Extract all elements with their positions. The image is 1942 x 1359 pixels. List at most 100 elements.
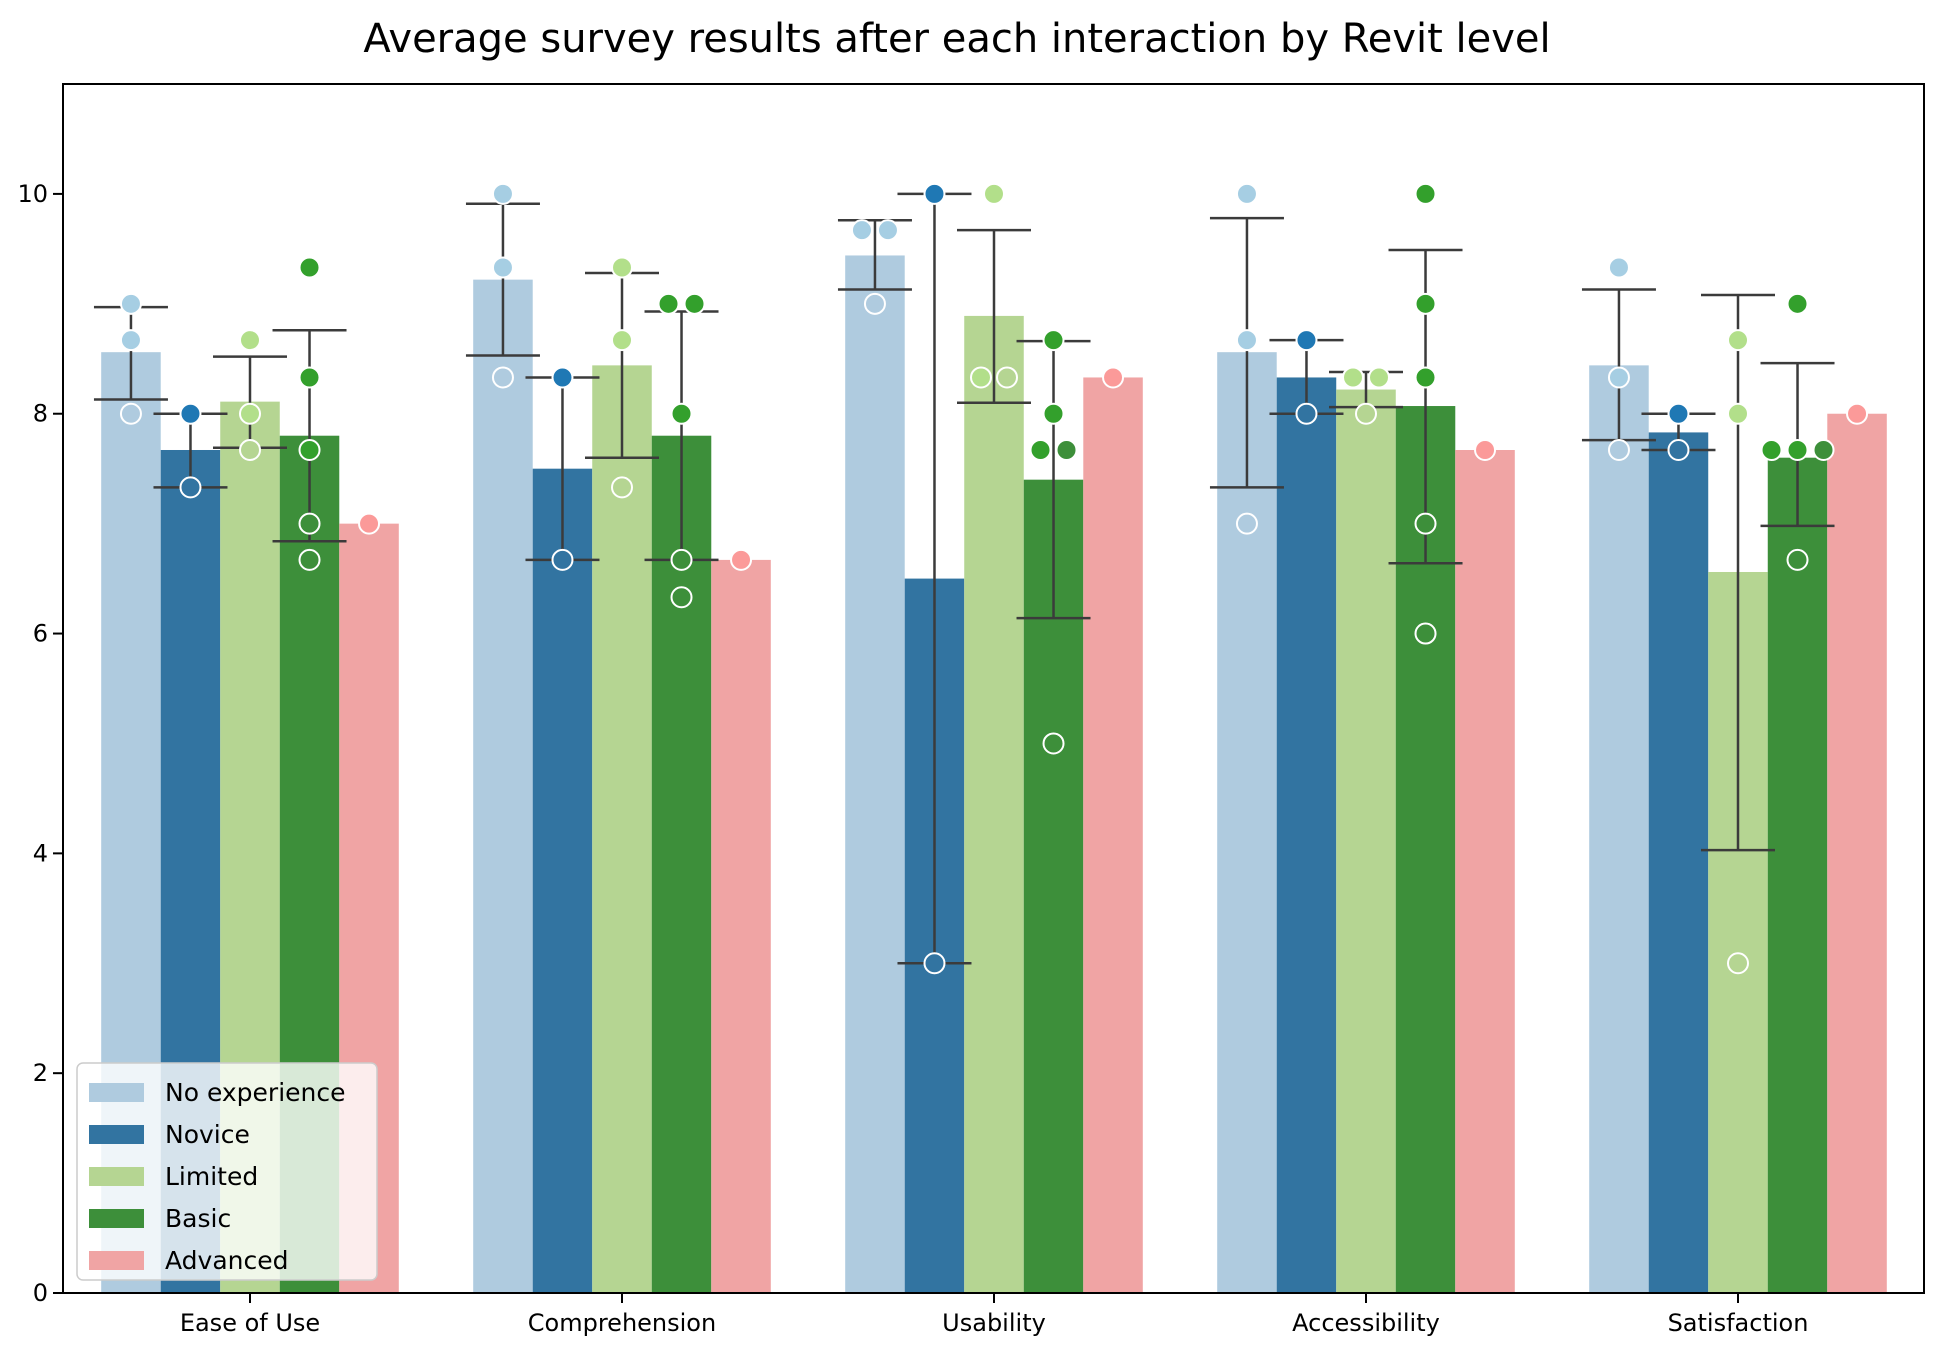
point-0-0-2 — [119, 402, 142, 425]
y-tick-label-4: 8 — [33, 400, 48, 428]
point-3-1-1 — [683, 292, 706, 315]
bar-0-3 — [1217, 352, 1277, 1293]
legend-label-2: Limited — [165, 1162, 258, 1191]
point-2-0-2 — [239, 438, 261, 461]
bar-1-3 — [1276, 377, 1337, 1293]
bar-0-1 — [473, 279, 533, 1293]
point-0-0-1 — [119, 329, 142, 352]
point-3-0-1 — [298, 366, 321, 389]
bar-3-1 — [651, 435, 712, 1293]
y-tick-label-5: 10 — [17, 180, 48, 208]
point-3-1-0 — [657, 292, 680, 315]
point-3-1-4 — [670, 586, 693, 609]
point-3-3-0 — [1414, 182, 1437, 205]
point-0-2-0 — [850, 219, 873, 242]
point-1-4-1 — [1667, 438, 1690, 461]
point-3-2-0 — [1042, 329, 1065, 352]
point-0-3-1 — [1235, 329, 1258, 352]
legend-swatch-1 — [89, 1125, 144, 1144]
x-tick-label-3: Accessibility — [1292, 1309, 1440, 1337]
point-3-2-3 — [1055, 438, 1078, 461]
point-4-2-0 — [1102, 366, 1125, 389]
point-1-1-0 — [551, 366, 574, 389]
point-4-4-0 — [1846, 402, 1869, 425]
point-2-4-0 — [1727, 329, 1749, 352]
point-1-2-1 — [923, 952, 946, 975]
bar-0-2 — [845, 255, 905, 1294]
point-0-3-0 — [1235, 182, 1258, 205]
legend-label-3: Basic — [165, 1204, 231, 1233]
legend-swatch-2 — [89, 1167, 144, 1186]
bar-2-3 — [1336, 389, 1396, 1294]
bar-0-4 — [1589, 365, 1649, 1293]
point-3-3-1 — [1414, 292, 1437, 315]
point-1-3-0 — [1295, 329, 1318, 352]
point-3-2-4 — [1042, 732, 1065, 755]
point-3-4-2 — [1786, 438, 1809, 461]
x-tick-label-0: Ease of Use — [180, 1309, 320, 1337]
point-3-2-2 — [1029, 438, 1052, 461]
point-1-2-0 — [923, 182, 946, 205]
legend-label-0: No experience — [165, 1078, 346, 1107]
point-0-2-2 — [863, 292, 886, 315]
point-3-2-1 — [1042, 402, 1065, 425]
point-2-4-2 — [1727, 952, 1749, 975]
point-2-1-2 — [611, 476, 633, 499]
point-0-4-0 — [1607, 256, 1630, 279]
point-0-4-2 — [1607, 438, 1630, 461]
legend-swatch-3 — [89, 1209, 144, 1228]
point-2-2-2 — [996, 366, 1018, 389]
point-2-3-2 — [1355, 402, 1377, 425]
point-3-1-2 — [670, 402, 693, 425]
point-3-0-0 — [298, 256, 321, 279]
point-3-0-2 — [298, 438, 321, 461]
point-3-4-1 — [1760, 438, 1783, 461]
bar-1-1 — [532, 468, 593, 1293]
point-0-0-0 — [119, 292, 142, 315]
point-3-4-3 — [1812, 438, 1835, 461]
x-tick-label-4: Satisfaction — [1668, 1309, 1809, 1337]
point-2-0-1 — [239, 402, 261, 425]
y-tick-label-3: 6 — [33, 620, 48, 648]
point-2-1-0 — [611, 256, 633, 279]
point-3-1-3 — [670, 548, 693, 571]
point-3-4-4 — [1786, 548, 1809, 571]
point-3-3-4 — [1414, 622, 1437, 645]
point-2-2-0 — [983, 182, 1005, 205]
point-0-1-2 — [491, 366, 514, 389]
point-1-4-0 — [1667, 402, 1690, 425]
point-1-0-0 — [179, 402, 202, 425]
bar-2-1 — [592, 365, 652, 1293]
bar-4-3 — [1455, 449, 1515, 1293]
legend-swatch-4 — [89, 1251, 144, 1270]
point-0-4-1 — [1607, 366, 1630, 389]
bar-2-2 — [964, 315, 1024, 1293]
point-4-3-0 — [1474, 438, 1497, 461]
point-3-4-0 — [1786, 292, 1809, 315]
point-3-3-2 — [1414, 366, 1437, 389]
bar-4-1 — [711, 559, 771, 1293]
legend-box — [76, 1062, 378, 1281]
point-2-2-1 — [970, 366, 992, 389]
point-0-1-0 — [491, 182, 514, 205]
legend: No experience Novice Limited Basic Advanced — [76, 1062, 378, 1281]
bar-1-4 — [1648, 432, 1709, 1293]
chart-title: Average survey results after each intera… — [363, 16, 1550, 62]
x-tick-label-2: Usability — [942, 1309, 1046, 1337]
point-1-1-1 — [551, 548, 574, 571]
point-3-0-4 — [298, 548, 321, 571]
legend-label-4: Advanced — [165, 1246, 289, 1275]
point-2-3-1 — [1368, 366, 1390, 389]
point-3-3-3 — [1414, 512, 1437, 535]
x-tick-label-1: Comprehension — [528, 1309, 716, 1337]
point-2-4-1 — [1727, 402, 1749, 425]
bar-3-4 — [1767, 457, 1828, 1293]
point-2-1-1 — [611, 329, 633, 352]
legend-swatch-0 — [89, 1083, 144, 1102]
point-0-2-1 — [876, 219, 899, 242]
y-tick-label-2: 4 — [33, 839, 48, 867]
point-2-3-0 — [1342, 366, 1364, 389]
point-1-0-1 — [179, 476, 202, 499]
point-1-3-1 — [1295, 402, 1318, 425]
